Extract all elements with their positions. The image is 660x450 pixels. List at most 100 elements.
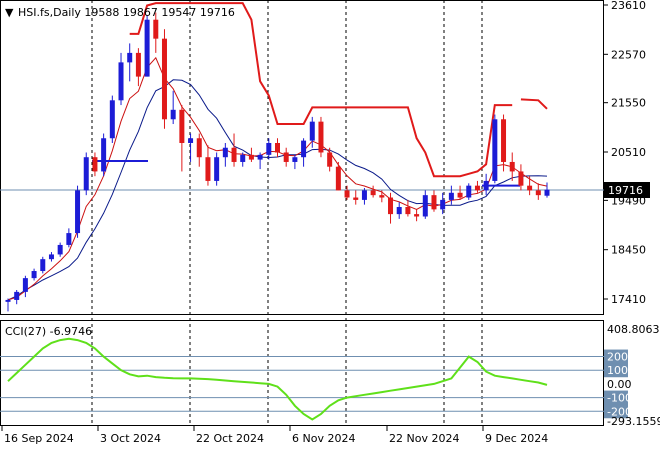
cci-max-label: 408.8063 xyxy=(607,323,660,336)
candle xyxy=(283,147,289,167)
candle-body xyxy=(501,119,507,162)
candle xyxy=(31,268,37,281)
candle-body xyxy=(457,192,463,198)
candle-body xyxy=(353,197,359,200)
candle xyxy=(309,116,315,148)
candle xyxy=(92,152,98,177)
candle xyxy=(188,133,194,162)
candle xyxy=(414,209,420,222)
candle-body xyxy=(222,147,228,158)
candle-body xyxy=(101,138,107,172)
current-price-value: 19716 xyxy=(608,184,643,197)
candle-body xyxy=(31,271,37,279)
candle xyxy=(361,188,367,205)
candle xyxy=(422,190,428,219)
candle xyxy=(214,152,220,186)
candle-body xyxy=(361,190,367,200)
candles xyxy=(5,12,550,312)
candle xyxy=(335,161,341,191)
candle-body xyxy=(527,185,533,191)
candle xyxy=(544,182,550,198)
candle xyxy=(474,180,480,193)
current-price-badge: 19716 xyxy=(604,182,650,198)
cci-level-badge xyxy=(604,363,628,378)
candle-body xyxy=(257,154,263,160)
candle xyxy=(501,114,507,172)
date-gridlines xyxy=(91,0,483,426)
candle-body xyxy=(214,157,220,181)
candle-body xyxy=(92,157,98,172)
candle xyxy=(222,142,228,167)
candle xyxy=(509,152,515,181)
candle xyxy=(170,90,176,125)
stop-line xyxy=(129,2,513,178)
candle-body xyxy=(135,52,141,77)
cci-line xyxy=(7,337,548,421)
candle-body xyxy=(275,142,280,153)
cci-label: CCI(27) -6.9746 xyxy=(5,325,92,338)
candle-body xyxy=(396,207,402,215)
candle-body xyxy=(388,197,394,215)
candle xyxy=(109,95,115,143)
candle-body xyxy=(14,291,20,300)
cci-levels xyxy=(0,356,604,412)
cci-level-badge xyxy=(604,404,628,419)
price-tick-label: 18450 xyxy=(611,244,646,257)
candle-body xyxy=(5,299,11,302)
candle xyxy=(318,116,324,158)
candle xyxy=(101,133,107,177)
candle xyxy=(327,147,333,172)
cci-series xyxy=(7,337,548,421)
cci-level-label: 200 xyxy=(607,351,628,364)
candle xyxy=(83,152,89,196)
candle xyxy=(457,185,463,200)
candle-body xyxy=(431,195,437,210)
candle-body xyxy=(153,19,159,39)
candle-body xyxy=(196,138,202,158)
candle xyxy=(483,173,489,196)
candle xyxy=(196,133,202,167)
candle xyxy=(431,190,437,212)
candle xyxy=(344,185,350,200)
candle xyxy=(5,298,11,312)
candle xyxy=(48,252,54,262)
candle xyxy=(353,190,359,205)
candle xyxy=(266,138,272,160)
candle-body xyxy=(318,121,324,153)
candle-body xyxy=(344,190,350,198)
candle-body xyxy=(83,157,89,191)
candle-body xyxy=(301,140,307,158)
candle xyxy=(527,176,533,196)
candle-body xyxy=(240,154,246,162)
candle xyxy=(440,192,446,215)
candle-body xyxy=(309,121,315,141)
price-tick-label: 20510 xyxy=(611,146,646,159)
date-label: 22 Oct 2024 xyxy=(196,432,264,445)
cci-level-badge xyxy=(604,390,628,405)
candle-body xyxy=(405,207,411,215)
candle-body xyxy=(544,189,550,196)
candle-body xyxy=(179,109,185,143)
candle-body xyxy=(40,259,46,272)
cci-level-label: -100 xyxy=(607,392,632,405)
candle xyxy=(370,185,376,198)
candle xyxy=(448,185,454,205)
candle-body xyxy=(483,180,489,191)
candle xyxy=(153,12,159,53)
date-label: 3 Oct 2024 xyxy=(100,432,161,445)
candle xyxy=(405,199,411,217)
candle-body xyxy=(327,152,333,167)
candle-body xyxy=(440,199,446,210)
candle xyxy=(535,183,541,200)
candle-body xyxy=(492,119,498,181)
candle-body xyxy=(370,190,376,196)
candle xyxy=(518,164,524,191)
candle-body xyxy=(170,109,176,120)
candle xyxy=(66,228,72,248)
candle xyxy=(127,43,133,82)
candle-body xyxy=(266,142,272,155)
stop-line-end xyxy=(520,98,548,110)
cci-level-badge xyxy=(604,349,628,364)
